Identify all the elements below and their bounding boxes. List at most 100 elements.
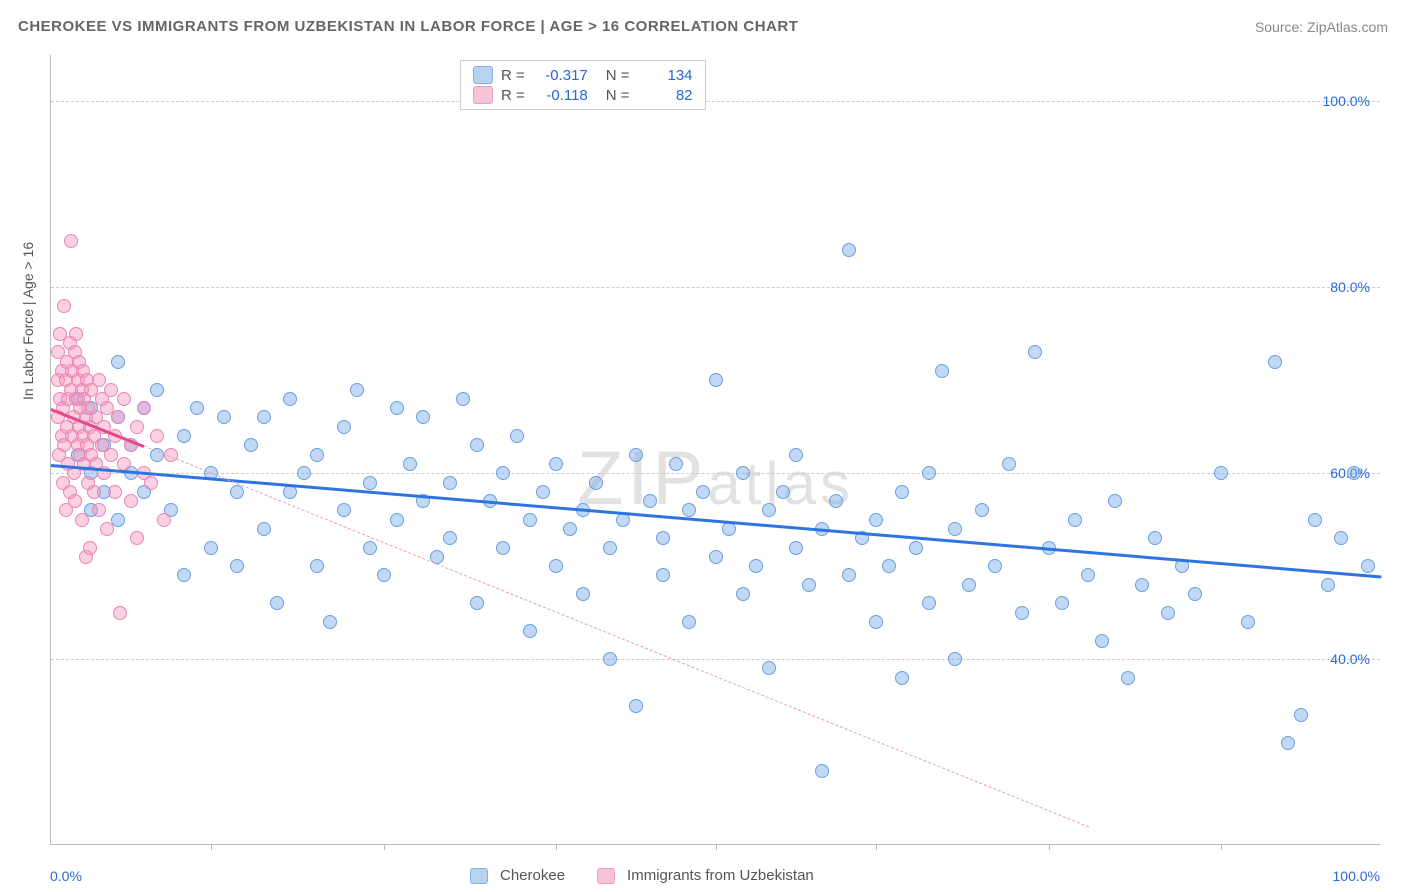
chart-title: CHEROKEE VS IMMIGRANTS FROM UZBEKISTAN I… (18, 18, 798, 35)
scatter-point (629, 699, 643, 713)
x-tick (1049, 844, 1050, 850)
series-legend: CherokeeImmigrants from Uzbekistan (470, 867, 834, 884)
scatter-point (137, 401, 151, 415)
scatter-point (736, 587, 750, 601)
scatter-plot-area: ZIPatlas 40.0%60.0%80.0%100.0% (50, 55, 1380, 845)
scatter-point (643, 494, 657, 508)
scatter-point (244, 438, 258, 452)
scatter-point (869, 615, 883, 629)
scatter-point (144, 476, 158, 490)
scatter-point (390, 513, 404, 527)
scatter-point (1241, 615, 1255, 629)
scatter-point (1055, 596, 1069, 610)
scatter-point (1095, 634, 1109, 648)
r-label: R = (501, 87, 525, 104)
scatter-point (510, 429, 524, 443)
scatter-point (629, 448, 643, 462)
scatter-point (1321, 578, 1335, 592)
scatter-point (1188, 587, 1202, 601)
scatter-point (669, 457, 683, 471)
scatter-point (1361, 559, 1375, 573)
x-tick (211, 844, 212, 850)
r-value: -0.118 (533, 87, 588, 104)
scatter-point (83, 541, 97, 555)
scatter-point (1294, 708, 1308, 722)
scatter-point (736, 466, 750, 480)
scatter-point (310, 559, 324, 573)
scatter-point (922, 596, 936, 610)
scatter-point (157, 513, 171, 527)
scatter-point (1268, 355, 1282, 369)
scatter-point (1108, 494, 1122, 508)
title-bar: CHEROKEE VS IMMIGRANTS FROM UZBEKISTAN I… (18, 18, 1388, 35)
gridline (51, 101, 1380, 102)
scatter-point (75, 513, 89, 527)
scatter-point (802, 578, 816, 592)
y-tick-label: 80.0% (1330, 279, 1370, 295)
scatter-point (150, 383, 164, 397)
scatter-point (1015, 606, 1029, 620)
scatter-point (323, 615, 337, 629)
scatter-point (470, 438, 484, 452)
scatter-point (100, 522, 114, 536)
scatter-point (337, 420, 351, 434)
legend-series-label: Cherokee (500, 867, 565, 884)
scatter-point (377, 568, 391, 582)
scatter-point (948, 522, 962, 536)
scatter-point (111, 355, 125, 369)
scatter-point (270, 596, 284, 610)
scatter-point (682, 503, 696, 517)
scatter-point (111, 410, 125, 424)
scatter-point (589, 476, 603, 490)
r-label: R = (501, 67, 525, 84)
scatter-point (749, 559, 763, 573)
scatter-point (443, 476, 457, 490)
scatter-point (696, 485, 710, 499)
scatter-point (962, 578, 976, 592)
scatter-point (709, 550, 723, 564)
correlation-legend: R =-0.317N =134R =-0.118N =82 (460, 60, 706, 110)
scatter-point (842, 243, 856, 257)
scatter-point (190, 401, 204, 415)
scatter-point (87, 485, 101, 499)
scatter-point (350, 383, 364, 397)
scatter-point (523, 624, 537, 638)
scatter-point (549, 559, 563, 573)
n-value: 82 (638, 87, 693, 104)
legend-swatch (470, 868, 488, 884)
scatter-point (869, 513, 883, 527)
scatter-point (130, 531, 144, 545)
gridline (51, 473, 1380, 474)
scatter-point (909, 541, 923, 555)
scatter-point (310, 448, 324, 462)
scatter-point (297, 466, 311, 480)
x-tick (876, 844, 877, 850)
scatter-point (363, 476, 377, 490)
scatter-point (1028, 345, 1042, 359)
scatter-point (656, 531, 670, 545)
scatter-point (217, 410, 231, 424)
r-value: -0.317 (533, 67, 588, 84)
x-axis-min-label: 0.0% (50, 868, 82, 884)
scatter-point (1135, 578, 1149, 592)
legend-swatch (473, 66, 493, 84)
gridline (51, 287, 1380, 288)
scatter-point (948, 652, 962, 666)
scatter-point (656, 568, 670, 582)
scatter-point (922, 466, 936, 480)
scatter-point (443, 531, 457, 545)
scatter-point (789, 541, 803, 555)
scatter-point (92, 503, 106, 517)
scatter-point (177, 568, 191, 582)
scatter-point (403, 457, 417, 471)
scatter-point (257, 410, 271, 424)
scatter-point (882, 559, 896, 573)
watermark: ZIPatlas (577, 435, 854, 522)
scatter-point (230, 559, 244, 573)
scatter-point (337, 503, 351, 517)
scatter-point (549, 457, 563, 471)
scatter-point (150, 429, 164, 443)
scatter-point (895, 671, 909, 685)
n-label: N = (606, 67, 630, 84)
scatter-point (117, 392, 131, 406)
